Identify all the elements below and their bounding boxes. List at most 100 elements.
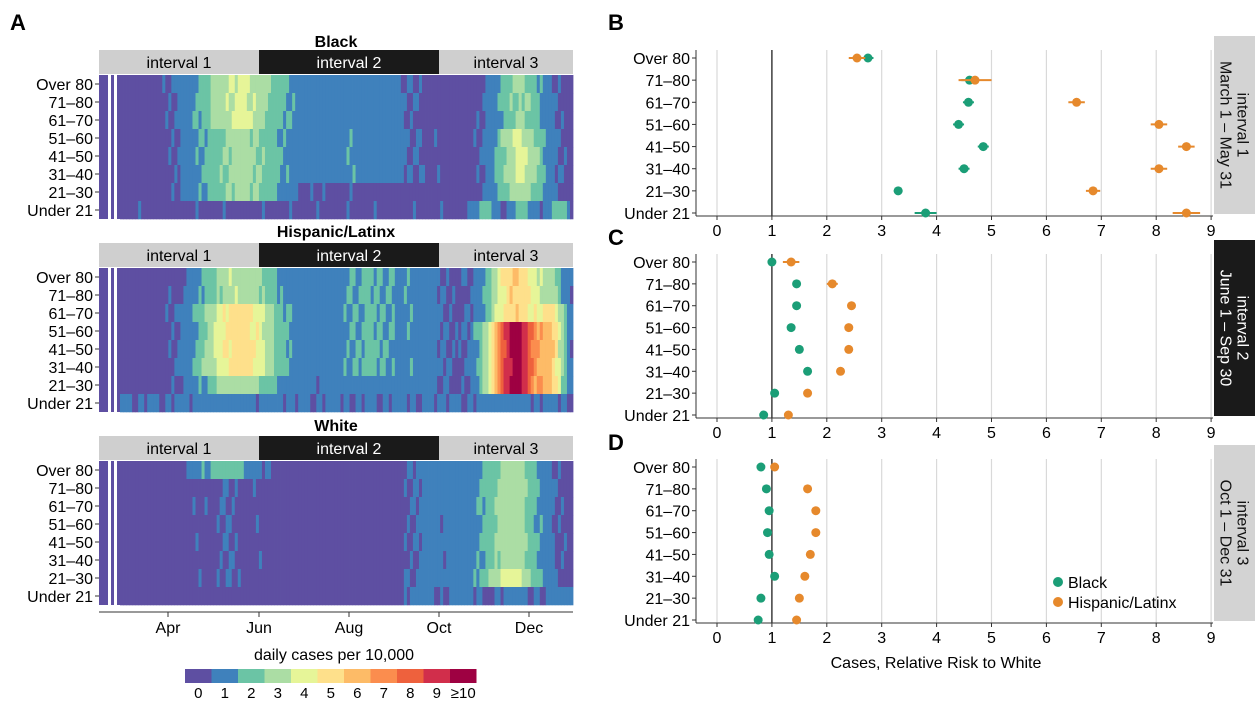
- heatmap-cell: [283, 147, 287, 166]
- heatmap-cell: [267, 497, 272, 516]
- heatmap-cell: [455, 376, 459, 395]
- heatmap-cell: [207, 497, 211, 516]
- x-tick-label: 3: [877, 630, 886, 647]
- heatmap-cell: [530, 497, 535, 516]
- heatmap-cell: [153, 201, 157, 220]
- heatmap-cell: [461, 340, 465, 359]
- heatmap-cell: [422, 183, 426, 202]
- heatmap-cell: [213, 286, 218, 305]
- heatmap-cell: [147, 147, 151, 166]
- heatmap-cell: [123, 93, 127, 112]
- heatmap-cell: [213, 165, 218, 184]
- heatmap-cell: [458, 129, 462, 148]
- heatmap-cell: [422, 268, 426, 287]
- heatmap-x-tick-label: Jun: [246, 620, 272, 637]
- heatmap-cell: [292, 587, 296, 606]
- heatmap-cell: [379, 479, 384, 498]
- heatmap-cell: [482, 286, 486, 305]
- heatmap-cell: [264, 201, 269, 220]
- heatmap-cell: [319, 129, 323, 148]
- heatmap-cell: [506, 533, 510, 552]
- heatmap-gap: [108, 75, 111, 219]
- heatmap-cell: [189, 322, 193, 341]
- heatmap-gap: [108, 461, 111, 605]
- heatmap-cell: [132, 111, 136, 130]
- heatmap-cell: [195, 75, 199, 94]
- heatmap-cell: [482, 93, 486, 112]
- heatmap-cell: [165, 183, 169, 202]
- heatmap-cell: [246, 147, 251, 166]
- heatmap-cell: [261, 165, 266, 184]
- heatmap-cell: [132, 165, 136, 184]
- heatmap-cell: [443, 75, 447, 94]
- heatmap-cell: [325, 587, 329, 606]
- heatmap-cell: [240, 587, 245, 606]
- heatmap-cell: [394, 201, 399, 220]
- heatmap-cell: [428, 201, 432, 220]
- heatmap-cell: [283, 201, 287, 220]
- interval-label-1: interval 1: [147, 55, 212, 72]
- heatmap-cell: [418, 479, 423, 498]
- heatmap-cell: [425, 147, 429, 166]
- heatmap-cell: [437, 111, 441, 130]
- heatmap-cell: [120, 551, 124, 570]
- heatmap-cell: [310, 569, 314, 588]
- heatmap-cell: [446, 394, 450, 413]
- heatmap-cell: [337, 587, 341, 606]
- heatmap-cell: [207, 129, 211, 148]
- heatmap-cell: [316, 587, 320, 606]
- heatmap-cell: [198, 129, 202, 148]
- heatmap-cell: [560, 322, 565, 341]
- heatmap-cell: [539, 394, 544, 413]
- heatmap-cell: [563, 147, 568, 166]
- heatmap-cell: [563, 340, 568, 359]
- heatmap-cell: [406, 497, 411, 516]
- heatmap-cell: [554, 358, 559, 377]
- heatmap-cell: [261, 497, 266, 516]
- heatmap-cell: [189, 304, 193, 323]
- heatmap-cell: [449, 165, 453, 184]
- heatmap-cell: [497, 183, 501, 202]
- heatmap-cell: [566, 286, 571, 305]
- heatmap-cell: [340, 394, 344, 413]
- heatmap-cell: [174, 304, 178, 323]
- heatmap-cell: [521, 394, 526, 413]
- heatmap-cell: [385, 129, 390, 148]
- heatmap-cell: [425, 551, 429, 570]
- heatmap-cell: [373, 93, 378, 112]
- heatmap-cell: [470, 358, 474, 377]
- heatmap-cell: [249, 340, 254, 359]
- heatmap-cell: [216, 497, 221, 516]
- heatmap-cell: [174, 515, 178, 534]
- heatmap-cell: [521, 201, 526, 220]
- heatmap-cell: [551, 533, 556, 552]
- heatmap-cell: [237, 569, 242, 588]
- heatmap-cell: [189, 147, 193, 166]
- heatmap-cell: [443, 286, 447, 305]
- heatmap-cell: [440, 111, 444, 130]
- heatmap-cell: [515, 340, 520, 359]
- heatmap-cell: [452, 497, 456, 516]
- heatmap-cell: [316, 165, 320, 184]
- heatmap-cell: [494, 165, 498, 184]
- heatmap-cell: [222, 587, 227, 606]
- heatmap-cell: [156, 111, 160, 130]
- heatmap-cell: [334, 340, 338, 359]
- heatmap-cell: [168, 304, 172, 323]
- heatmap-cell: [180, 75, 184, 94]
- heatmap-cell: [189, 533, 193, 552]
- heatmap-cell: [243, 322, 248, 341]
- x-tick-label: 9: [1207, 223, 1216, 240]
- heatmap-cell: [479, 569, 483, 588]
- heatmap-cell: [509, 533, 513, 552]
- heatmap-cell: [352, 533, 356, 552]
- heatmap-cell: [527, 147, 532, 166]
- heatmap-cell: [539, 129, 544, 148]
- heatmap-cell: [141, 201, 145, 220]
- heatmap-cell: [361, 394, 366, 413]
- heatmap-cell: [418, 569, 423, 588]
- heatmap-cell: [458, 479, 462, 498]
- heatmap-cell: [391, 497, 396, 516]
- heatmap-cell: [548, 129, 553, 148]
